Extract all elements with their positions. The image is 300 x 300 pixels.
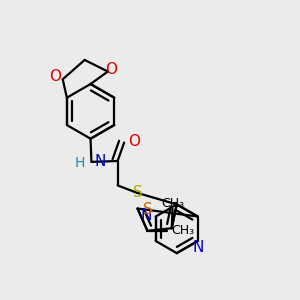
Text: CH₃: CH₃: [171, 224, 194, 237]
Text: O: O: [50, 69, 61, 84]
Text: CH₃: CH₃: [161, 197, 184, 210]
Text: O: O: [105, 62, 117, 77]
Text: O: O: [129, 134, 141, 148]
Text: S: S: [133, 185, 143, 200]
Text: N: N: [94, 154, 106, 169]
Text: S: S: [143, 202, 153, 217]
Text: H: H: [74, 156, 85, 170]
Text: N: N: [193, 240, 204, 255]
Text: N: N: [141, 208, 152, 223]
